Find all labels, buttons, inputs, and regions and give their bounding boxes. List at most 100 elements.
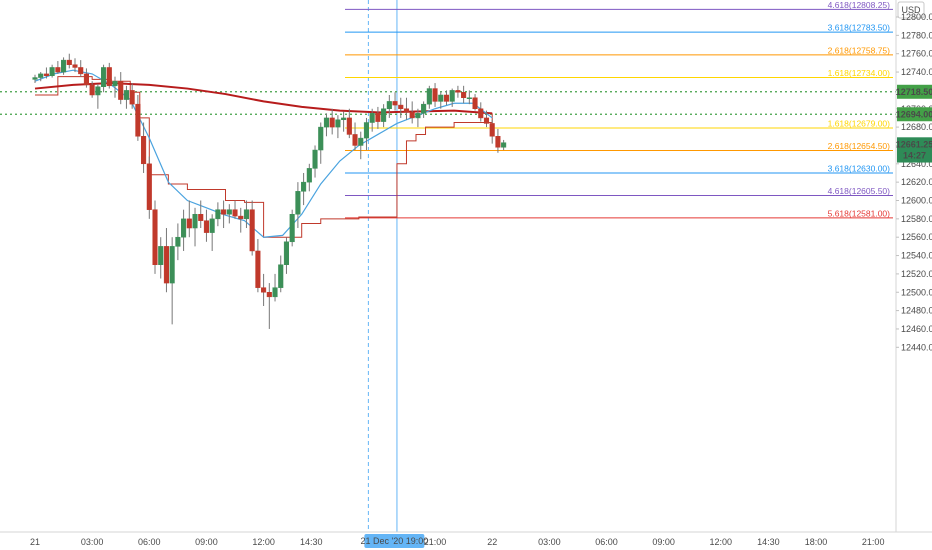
currency-label: USD (901, 5, 921, 15)
y-tick-label: 12620.00 (901, 177, 932, 187)
candle-up (243, 209, 250, 220)
candle-up (426, 88, 432, 105)
candle-down (72, 64, 78, 68)
candle-up (415, 113, 421, 119)
candle-down (66, 59, 72, 65)
time-axis[interactable]: 21 03:00 06:00 09:00 12:00 14:30 21:00 22 03:00 0… (0, 531, 932, 548)
candle-up (341, 117, 347, 121)
candle-up (335, 119, 341, 128)
candle-down (261, 287, 267, 293)
candle-down (409, 112, 415, 119)
price-badge (897, 148, 932, 163)
candle-down (483, 117, 490, 124)
x-tick-label: 03:00 (538, 537, 561, 547)
price-badge (897, 84, 932, 99)
candle-up (181, 218, 187, 238)
candle-down (89, 84, 95, 96)
y-tick-label: 12460.00 (901, 324, 932, 334)
candle-up (295, 191, 301, 215)
candle-down (129, 90, 135, 105)
x-tick-label: 21:00 (424, 537, 447, 547)
candle-down (478, 108, 484, 119)
x-tick-label: 14:30 (757, 537, 780, 547)
candlestick-series (32, 53, 507, 329)
y-tick-label: 12580.00 (901, 214, 932, 224)
candle-up (501, 142, 507, 148)
fib-level-label: 3.618(12630.00) (828, 163, 891, 173)
candle-up (209, 218, 215, 233)
fib-level-label: 5.618(12581.00) (828, 208, 891, 218)
candle-down (203, 220, 209, 233)
candle-down (118, 80, 124, 100)
y-tick-label: 12780.00 (901, 30, 932, 40)
candle-down (346, 117, 352, 135)
candle-down (198, 214, 204, 221)
candle-down (432, 88, 438, 102)
currency-badge[interactable] (897, 1, 925, 19)
candle-up (289, 214, 295, 243)
price-badge (897, 107, 932, 122)
candle-down (83, 73, 89, 86)
candle-up (449, 90, 455, 102)
price-badge-label: 12661.25 (896, 140, 932, 150)
candle-up (112, 80, 118, 87)
x-tick-label: 06:00 (595, 537, 618, 547)
x-tick-label: 22 (487, 537, 497, 547)
candle-down (472, 97, 478, 109)
candle-down (443, 94, 450, 102)
candle-down (461, 91, 467, 98)
candle-up (381, 108, 387, 122)
fib-level-label: 1.618(12734.00) (828, 68, 891, 78)
candle-down (135, 103, 141, 137)
candle-up (312, 149, 318, 169)
candle-up (272, 287, 278, 298)
candle-up (61, 59, 67, 73)
price-badge-label: 12694.00 (896, 109, 932, 119)
candle-up (49, 67, 55, 76)
fib-level-label: 1.618(12679.00) (828, 119, 891, 129)
candle-down (403, 108, 410, 113)
candle-up (386, 101, 392, 110)
candle-up (306, 168, 312, 183)
price-badge-label: 12718.50 (896, 87, 932, 97)
y-tick-label: 12480.00 (901, 306, 932, 316)
crosshair-time-badge (364, 534, 425, 548)
candle-down (392, 101, 398, 106)
candle-down (489, 123, 495, 137)
y-tick-label: 12440.00 (901, 342, 932, 352)
candle-up (438, 94, 444, 102)
y-tick-label: 12640.00 (901, 159, 932, 169)
candle-down (329, 117, 335, 128)
x-tick-label: 12:00 (252, 537, 275, 547)
fib-level-label: 4.618(12605.50) (828, 186, 891, 196)
fibonacci-levels: 4.618(12808.25) 3.618(12783.50) 2.618(1275… (345, 0, 893, 219)
y-tick-label: 12760.00 (901, 49, 932, 59)
indicator-lines (34, 69, 493, 238)
x-tick-label: 03:00 (81, 537, 104, 547)
candle-up (169, 246, 175, 284)
fib-level-label: 3.618(12783.50) (828, 23, 891, 33)
fib-level-label: 4.618(12808.25) (828, 0, 891, 10)
fib-level-label: 2.618(12654.50) (828, 141, 891, 151)
y-tick-label: 12680.00 (901, 122, 932, 132)
candle-down (238, 215, 244, 220)
grid (0, 0, 896, 532)
x-tick-label: 21:00 (862, 537, 885, 547)
x-tick-label: 09:00 (195, 537, 218, 547)
y-tick-label: 12740.00 (901, 67, 932, 77)
candle-up (158, 246, 164, 265)
x-tick-label: 18:00 (805, 537, 828, 547)
y-tick-label: 12500.00 (901, 287, 932, 297)
price-badge-label: 14:27 (903, 151, 926, 161)
candle-down (398, 104, 404, 110)
x-tick-label: 12:00 (710, 537, 733, 547)
candle-up (301, 181, 307, 192)
candle-up (358, 137, 364, 146)
candle-down (232, 209, 238, 217)
candle-up (363, 122, 370, 139)
y-tick-label: 12520.00 (901, 269, 932, 279)
x-tick-label: 09:00 (652, 537, 675, 547)
price-axis[interactable]: USD 12440.00 12460.00 12480.00 12500.00 1252… (895, 0, 932, 532)
